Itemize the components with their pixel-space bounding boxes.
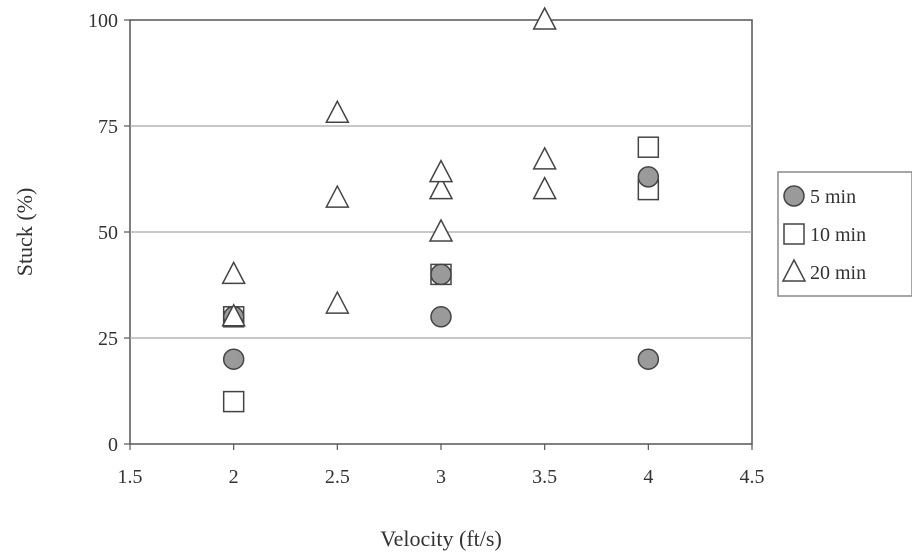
data-point-triangle: [532, 175, 557, 200]
data-point-square: [637, 136, 660, 158]
data-point-triangle: [325, 184, 350, 208]
x-axis-title: Velocity (ft/s): [380, 526, 502, 551]
data-points: [221, 6, 660, 413]
x-tick-label: 2: [229, 466, 239, 488]
legend-marker-circle: [783, 185, 805, 207]
y-tick-label: 75: [98, 116, 118, 138]
data-point-circle: [222, 348, 245, 370]
legend-label: 5 min: [810, 186, 856, 208]
legend-label: 20 min: [810, 262, 866, 284]
data-point-square: [222, 390, 245, 413]
legend-marker-square: [783, 223, 805, 245]
legend: 5 min 10 min 20 min: [777, 171, 912, 297]
data-point-triangle: [428, 218, 454, 242]
data-point-circle: [430, 263, 452, 286]
x-tick-label: 2.5: [325, 466, 350, 488]
data-point-triangle: [221, 303, 246, 327]
data-point-triangle: [428, 159, 454, 183]
x-tick-label: 3: [436, 466, 446, 488]
data-point-circle: [430, 306, 452, 328]
data-point-triangle: [532, 146, 557, 170]
x-tick-label: 3.5: [532, 466, 557, 488]
x-tick-label: 4.5: [740, 466, 765, 488]
x-tick-label: 1.5: [118, 466, 143, 488]
data-point-circle: [637, 166, 660, 188]
axes: 0 25 50 75 100 1.5 2 2.5 3 3.5 4 4.5: [88, 10, 765, 488]
data-point-triangle: [221, 260, 246, 285]
y-tick-label: 100: [88, 10, 118, 32]
x-tick-label: 4: [643, 466, 653, 488]
data-point-triangle: [428, 175, 454, 200]
data-point-triangle: [532, 6, 557, 30]
data-point-triangle: [325, 290, 350, 314]
y-tick-label: 0: [108, 434, 118, 456]
y-tick-label: 25: [98, 328, 118, 350]
legend-marker-triangle: [781, 258, 807, 282]
y-axis-title: Stuck (%): [12, 188, 37, 277]
data-point-triangle: [325, 99, 350, 124]
data-point-circle: [637, 348, 660, 370]
y-tick-label: 50: [98, 222, 118, 244]
legend-label: 10 min: [810, 224, 866, 246]
